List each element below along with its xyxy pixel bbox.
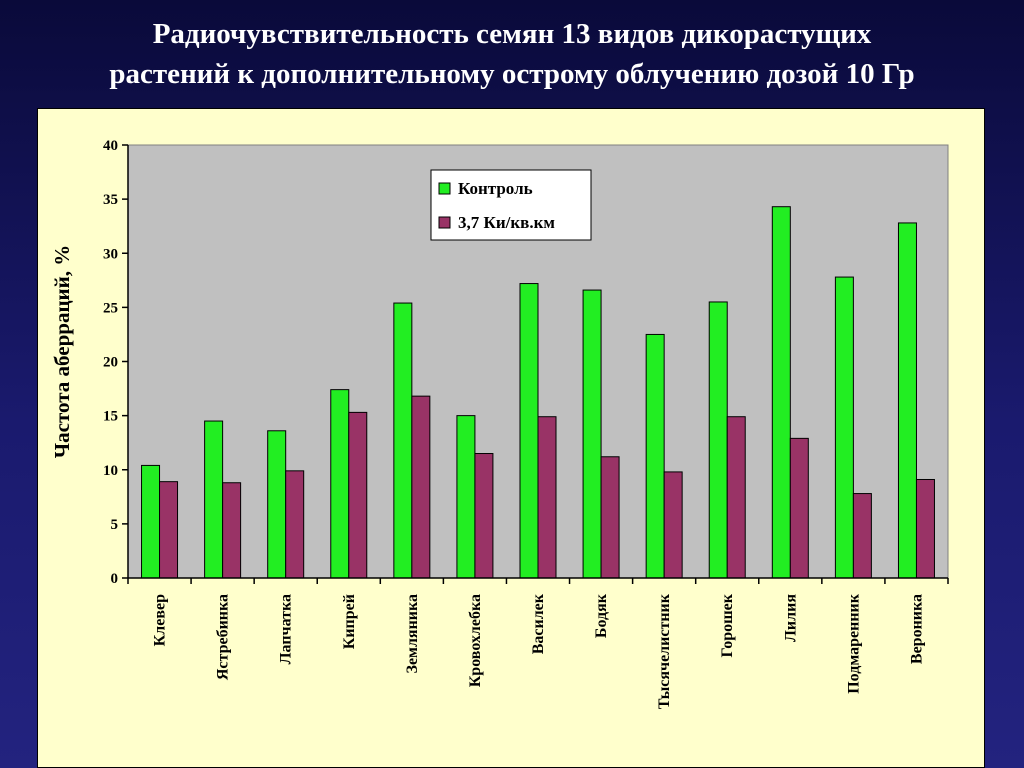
category-label: Горошек <box>719 593 736 657</box>
legend-label-control: Контроль <box>458 179 533 198</box>
bar-control <box>771 206 791 579</box>
chart-panel: 0 5 10 15 20 25 30 35 40 Клевер Ястребинка Лапчатк… <box>37 108 985 768</box>
x-axis: Клевер Ястребинка Лапчатка Кипрей Земляника К… <box>127 577 949 709</box>
bar-control <box>330 389 350 579</box>
legend-swatch-irradiated <box>438 216 451 229</box>
category-label: Тысячелистник <box>656 593 673 709</box>
legend-box <box>430 169 592 241</box>
bar-irradiated <box>348 411 368 579</box>
y-tick-label: 0 <box>111 571 119 587</box>
bar-chart: 0 5 10 15 20 25 30 35 40 Клевер Ястребинка Лапчатк… <box>50 138 949 709</box>
bar-irradiated <box>663 471 683 579</box>
title-line-2: растений к дополнительному острому облуч… <box>109 58 915 90</box>
category-label: Василек <box>530 593 547 654</box>
bar-irradiated <box>474 453 494 579</box>
bar-irradiated <box>159 481 179 579</box>
category-label: Клевер <box>152 594 169 646</box>
y-tick-label: 35 <box>103 192 118 208</box>
category-label: Бодяк <box>593 593 610 638</box>
y-tick-label: 20 <box>103 355 118 371</box>
y-tick-label: 10 <box>103 463 118 479</box>
bar-irradiated <box>726 416 746 579</box>
bar-control <box>141 464 161 579</box>
category-label: Лилия <box>782 594 799 642</box>
y-tick-label: 25 <box>103 300 118 316</box>
y-tick-label: 30 <box>103 246 118 262</box>
bar-control <box>645 333 665 579</box>
category-label: Вероника <box>908 594 925 664</box>
category-label: Кипрей <box>341 594 358 649</box>
bar-irradiated <box>222 482 242 579</box>
slide-title: Радиочувствительность семян 13 видов дик… <box>0 14 1024 94</box>
bar-irradiated <box>411 395 431 579</box>
bar-control <box>456 415 476 579</box>
y-tick-label: 15 <box>103 409 118 425</box>
bar-control <box>267 430 287 579</box>
category-label: Ястребинка <box>215 594 232 680</box>
legend-swatch-control <box>438 182 451 195</box>
y-axis-title: Частота аберраций, % <box>50 245 74 459</box>
bar-control <box>204 420 224 579</box>
bar-control <box>834 276 854 579</box>
bar-control <box>708 301 728 579</box>
bar-control <box>393 302 413 579</box>
bar-irradiated <box>285 470 305 579</box>
bar-irradiated <box>915 478 935 579</box>
bar-irradiated <box>537 416 557 579</box>
bar-control <box>897 222 917 579</box>
bar-irradiated <box>600 456 620 579</box>
bar-irradiated <box>852 493 872 579</box>
bar-irradiated <box>789 437 809 579</box>
category-label: Подмаренник <box>845 593 862 694</box>
bar-control <box>582 289 602 579</box>
y-tick-label: 5 <box>111 517 119 533</box>
bars <box>141 206 935 579</box>
y-axis: 0 5 10 15 20 25 30 35 40 <box>103 138 129 587</box>
legend: Контроль 3,7 Ки/кв.км <box>430 169 592 241</box>
category-label: Земляника <box>404 594 421 674</box>
bar-control <box>519 283 539 579</box>
y-tick-label: 40 <box>103 138 118 154</box>
category-label: Лапчатка <box>278 594 295 664</box>
legend-label-irradiated: 3,7 Ки/кв.км <box>458 213 555 232</box>
category-label: Кровохлебка <box>467 594 484 687</box>
title-line-1: Радиочувствительность семян 13 видов дик… <box>152 18 872 50</box>
